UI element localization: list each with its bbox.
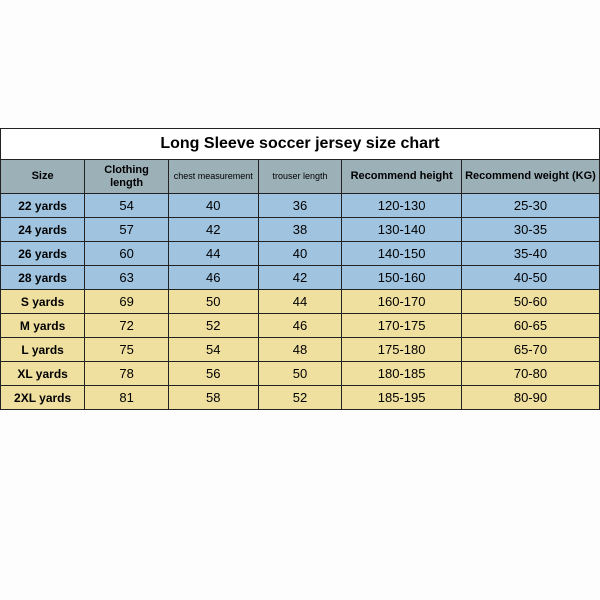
table-body: 22 yards544036120-13025-3024 yards574238… xyxy=(1,194,599,410)
table-cell: L yards xyxy=(1,338,85,362)
table-cell: 35-40 xyxy=(461,242,599,266)
table-cell: 44 xyxy=(168,242,258,266)
table-row: S yards695044160-17050-60 xyxy=(1,290,599,314)
table-cell: 36 xyxy=(258,194,342,218)
table-cell: 70-80 xyxy=(461,362,599,386)
table-cell: 54 xyxy=(168,338,258,362)
col-header-weight: Recommend weight (KG) xyxy=(461,160,599,194)
table-row: 2XL yards815852185-19580-90 xyxy=(1,386,599,410)
table-title-row: Long Sleeve soccer jersey size chart xyxy=(1,129,599,160)
table-cell: 185-195 xyxy=(342,386,462,410)
table-cell: 80-90 xyxy=(461,386,599,410)
table-cell: 40-50 xyxy=(461,266,599,290)
table-cell: 26 yards xyxy=(1,242,85,266)
table-row: L yards755448175-18065-70 xyxy=(1,338,599,362)
table-cell: 60-65 xyxy=(461,314,599,338)
table-cell: 150-160 xyxy=(342,266,462,290)
page: Long Sleeve soccer jersey size chart Siz… xyxy=(0,0,600,600)
blank-space-top xyxy=(0,0,600,128)
table-cell: 78 xyxy=(85,362,169,386)
table-cell: 28 yards xyxy=(1,266,85,290)
table-cell: 175-180 xyxy=(342,338,462,362)
table-row: 24 yards574238130-14030-35 xyxy=(1,218,599,242)
table-cell: 2XL yards xyxy=(1,386,85,410)
table-cell: 42 xyxy=(258,266,342,290)
table-cell: S yards xyxy=(1,290,85,314)
col-header-chest: chest measurement xyxy=(168,160,258,194)
table-cell: 56 xyxy=(168,362,258,386)
table-row: 26 yards604440140-15035-40 xyxy=(1,242,599,266)
table-cell: 140-150 xyxy=(342,242,462,266)
table-row: XL yards785650180-18570-80 xyxy=(1,362,599,386)
table-cell: 170-175 xyxy=(342,314,462,338)
table-cell: 22 yards xyxy=(1,194,85,218)
col-header-height: Recommend height xyxy=(342,160,462,194)
table-cell: 63 xyxy=(85,266,169,290)
table-cell: 24 yards xyxy=(1,218,85,242)
table-row: 28 yards634642150-16040-50 xyxy=(1,266,599,290)
table-cell: 52 xyxy=(258,386,342,410)
col-header-size: Size xyxy=(1,160,85,194)
table-row: M yards725246170-17560-65 xyxy=(1,314,599,338)
size-chart-table: Long Sleeve soccer jersey size chart Siz… xyxy=(1,129,599,409)
table-cell: M yards xyxy=(1,314,85,338)
table-header-row: Size Clothing length chest measurement t… xyxy=(1,160,599,194)
col-header-trouser: trouser length xyxy=(258,160,342,194)
table-title: Long Sleeve soccer jersey size chart xyxy=(1,129,599,160)
table-cell: 58 xyxy=(168,386,258,410)
table-cell: XL yards xyxy=(1,362,85,386)
table-cell: 180-185 xyxy=(342,362,462,386)
size-chart-wrapper: Long Sleeve soccer jersey size chart Siz… xyxy=(0,128,600,410)
table-cell: 52 xyxy=(168,314,258,338)
table-cell: 81 xyxy=(85,386,169,410)
table-cell: 130-140 xyxy=(342,218,462,242)
table-cell: 25-30 xyxy=(461,194,599,218)
table-cell: 54 xyxy=(85,194,169,218)
table-row: 22 yards544036120-13025-30 xyxy=(1,194,599,218)
table-cell: 46 xyxy=(258,314,342,338)
table-cell: 60 xyxy=(85,242,169,266)
table-cell: 50-60 xyxy=(461,290,599,314)
table-cell: 50 xyxy=(258,362,342,386)
table-cell: 72 xyxy=(85,314,169,338)
table-cell: 40 xyxy=(168,194,258,218)
table-cell: 46 xyxy=(168,266,258,290)
table-cell: 40 xyxy=(258,242,342,266)
table-cell: 38 xyxy=(258,218,342,242)
table-cell: 65-70 xyxy=(461,338,599,362)
table-cell: 50 xyxy=(168,290,258,314)
table-cell: 57 xyxy=(85,218,169,242)
table-cell: 48 xyxy=(258,338,342,362)
table-cell: 69 xyxy=(85,290,169,314)
table-cell: 160-170 xyxy=(342,290,462,314)
table-cell: 30-35 xyxy=(461,218,599,242)
table-cell: 42 xyxy=(168,218,258,242)
table-cell: 75 xyxy=(85,338,169,362)
table-cell: 120-130 xyxy=(342,194,462,218)
table-cell: 44 xyxy=(258,290,342,314)
col-header-clothing-length: Clothing length xyxy=(85,160,169,194)
